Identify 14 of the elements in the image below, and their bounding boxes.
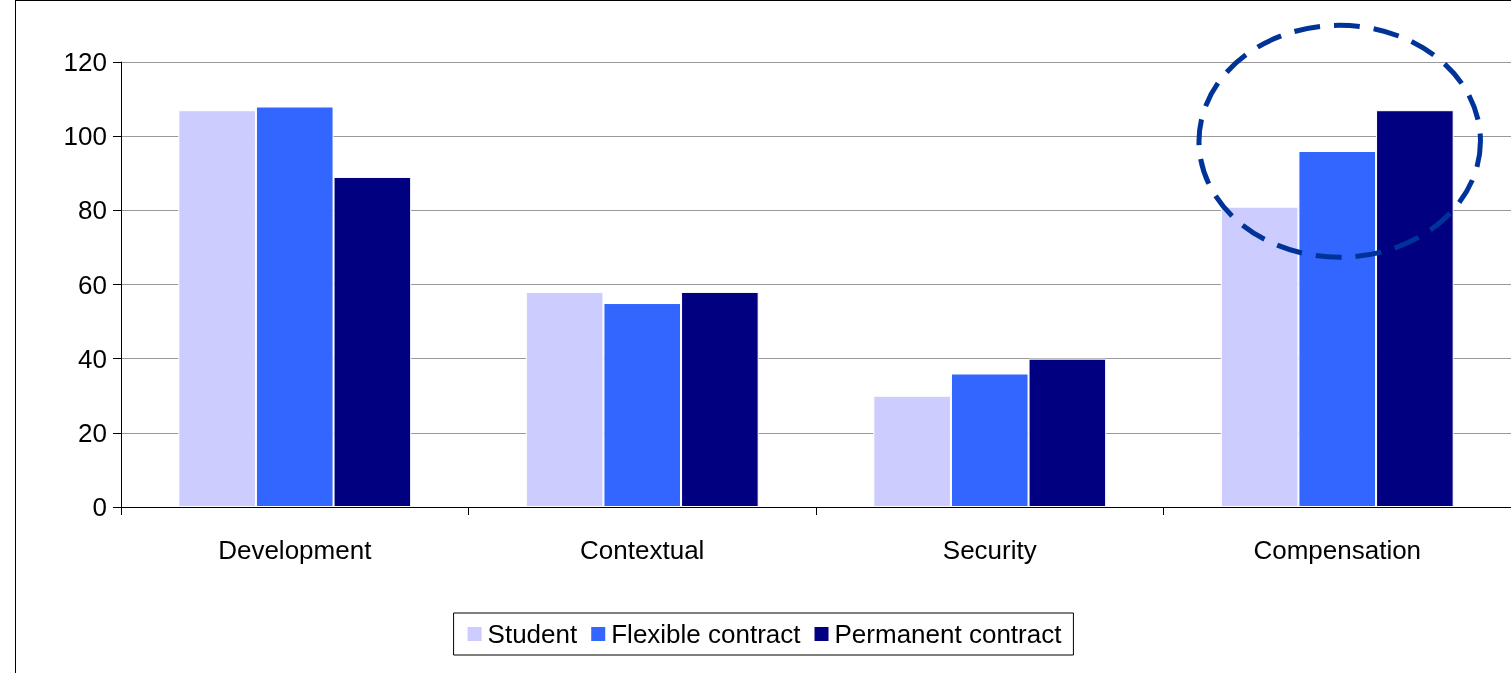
y-tick-label: 40 — [78, 343, 107, 374]
legend-label: Permanent contract — [834, 619, 1063, 649]
y-tick-label: 0 — [92, 492, 107, 522]
x-tick-label: Development — [218, 535, 373, 565]
x-tick-label: Contextual — [580, 535, 705, 565]
legend-label: Flexible contract — [611, 619, 802, 649]
y-tick-label: 20 — [78, 417, 107, 448]
y-tick-label: 120 — [63, 47, 107, 77]
x-tick-label: Security — [942, 535, 1037, 565]
y-tick-label: 80 — [78, 195, 107, 226]
y-tick-label: 60 — [78, 269, 107, 300]
x-tick-label: Compensation — [1253, 535, 1422, 565]
y-tick-label: 100 — [63, 121, 107, 152]
legend-label: Student — [487, 619, 578, 649]
